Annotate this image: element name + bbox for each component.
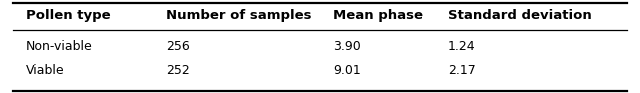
Text: 9.01: 9.01 (333, 64, 360, 77)
Text: 3.90: 3.90 (333, 40, 360, 53)
Text: Viable: Viable (26, 64, 64, 77)
Text: 2.17: 2.17 (448, 64, 476, 77)
Text: Mean phase: Mean phase (333, 9, 423, 22)
Text: 256: 256 (166, 40, 190, 53)
Text: Standard deviation: Standard deviation (448, 9, 592, 22)
Text: 1.24: 1.24 (448, 40, 476, 53)
Text: Non-viable: Non-viable (26, 40, 92, 53)
Text: Number of samples: Number of samples (166, 9, 312, 22)
Text: 252: 252 (166, 64, 190, 77)
Text: Pollen type: Pollen type (26, 9, 110, 22)
